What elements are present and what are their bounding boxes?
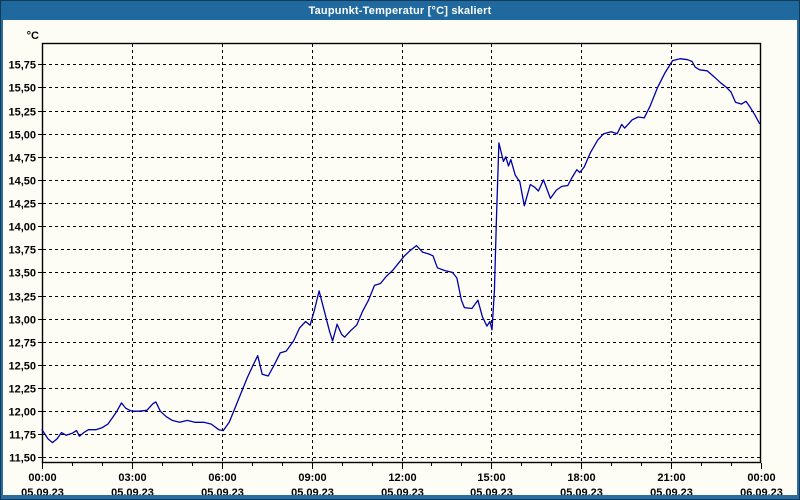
- plot-frame: [41, 42, 762, 464]
- y-axis-tick-label: 14,00: [8, 222, 36, 234]
- y-axis-tick-label: 15,50: [8, 83, 36, 95]
- x-axis-date-label: 05.09.23: [291, 487, 334, 499]
- x-axis-time-label: 21:00: [657, 472, 685, 484]
- y-axis-tick-label: 12,50: [8, 361, 36, 373]
- x-axis-time-label: 00:00: [747, 472, 775, 484]
- y-axis-tick-label: 13,00: [8, 315, 36, 327]
- y-axis-tick-label: 15,25: [8, 107, 36, 119]
- window-title: Taupunkt-Temperatur [°C] skaliert: [308, 4, 492, 17]
- x-axis-time-label: 09:00: [298, 472, 326, 484]
- y-axis-tick-label: 13,75: [8, 245, 36, 257]
- x-axis-time-label: 18:00: [567, 472, 595, 484]
- x-axis-date-label: 05.09.23: [21, 487, 64, 499]
- y-axis-tick-label: 12,75: [8, 338, 36, 350]
- x-axis-date-label: 05.09.23: [111, 487, 154, 499]
- y-axis-tick-label: 14,75: [8, 153, 36, 165]
- x-axis-time-label: 15:00: [477, 472, 505, 484]
- y-axis-tick-label: 13,50: [8, 268, 36, 280]
- x-axis-time-label: 06:00: [208, 472, 236, 484]
- x-axis-date-label: 05.09.23: [650, 487, 693, 499]
- data-line: [41, 58, 761, 444]
- y-axis-tick-label: 15,00: [8, 130, 36, 142]
- title-bar: Taupunkt-Temperatur [°C] skaliert: [1, 1, 799, 20]
- y-axis-tick-label: 11,50: [9, 453, 36, 465]
- y-axis-tick-label: 12,00: [8, 407, 36, 419]
- gridlines: [43, 44, 760, 462]
- y-axis-tick-label: 13,25: [8, 292, 36, 304]
- x-axis-date-label: 06.09.23: [740, 487, 783, 499]
- x-axis-date-label: 05.09.23: [470, 487, 513, 499]
- x-axis-date-label: 05.09.23: [201, 487, 244, 499]
- x-axis-date-label: 05.09.23: [381, 487, 424, 499]
- y-axis-unit-label: °C: [27, 30, 39, 42]
- y-axis-tick-label: 11,75: [9, 430, 36, 442]
- x-axis-time-label: 00:00: [28, 472, 56, 484]
- axis-ticks: [38, 64, 762, 469]
- y-axis-tick-label: 14,25: [8, 199, 36, 211]
- y-axis-tick-label: 15,75: [8, 60, 36, 72]
- x-axis-time-label: 03:00: [118, 472, 146, 484]
- axis-labels: 11,50 11,75 12,00 12,25 12,50 12,75 13,00 13,25…: [8, 30, 782, 499]
- y-axis-tick-label: 12,25: [8, 384, 36, 396]
- x-axis-time-label: 12:00: [388, 472, 416, 484]
- y-axis-tick-label: 14,50: [8, 176, 36, 188]
- x-axis-date-label: 05.09.23: [560, 487, 603, 499]
